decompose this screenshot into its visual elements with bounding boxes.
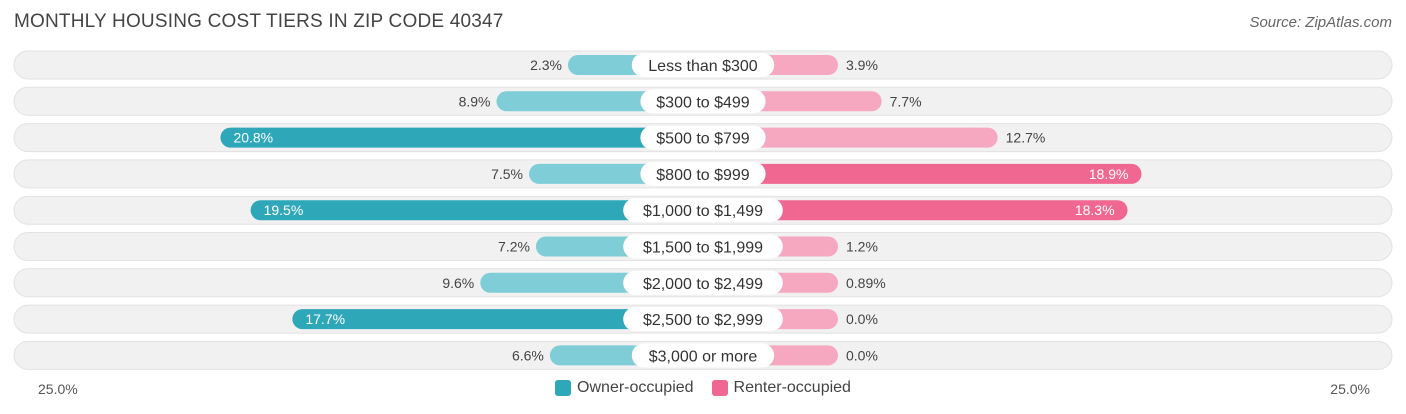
renter-value-label: 12.7% — [1006, 130, 1046, 146]
owner-bar — [250, 200, 703, 221]
renter-value-label: 18.9% — [1089, 166, 1129, 182]
category-pill — [640, 89, 766, 114]
owner-bar — [220, 127, 703, 148]
category-pill — [623, 307, 783, 332]
renter-value-label: 7.7% — [890, 93, 922, 109]
owner-value-label: 6.6% — [512, 347, 544, 363]
owner-value-label: 8.9% — [459, 93, 491, 109]
legend-swatch-owner — [555, 380, 572, 396]
category-pill — [623, 198, 783, 223]
legend-swatch-renter — [711, 380, 728, 396]
owner-value-label: 2.3% — [530, 57, 562, 73]
renter-value-label: 18.3% — [1075, 202, 1115, 218]
renter-value-label: 1.2% — [846, 239, 878, 255]
renter-value-label: 0.0% — [846, 311, 878, 327]
axis-right-label: 25.0% — [1330, 381, 1370, 397]
legend-item-owner[interactable]: Owner-occupied — [555, 379, 694, 397]
renter-value-label: 0.0% — [846, 347, 878, 363]
category-label: $300 to $499 — [656, 94, 750, 111]
renter-bar — [703, 163, 1142, 184]
renter-bar — [703, 127, 998, 148]
category-pill — [631, 53, 775, 77]
owner-value-label: 7.5% — [491, 166, 523, 182]
owner-value-label: 17.7% — [305, 311, 345, 327]
owner-value-label: 9.6% — [442, 275, 474, 291]
category-label: $2,000 to $2,499 — [643, 276, 763, 293]
category-label: $1,500 to $1,999 — [643, 240, 763, 257]
renter-value-label: 0.89% — [846, 275, 886, 291]
chart-title: MONTHLY HOUSING COST TIERS IN ZIP CODE 4… — [14, 11, 504, 32]
category-label: $3,000 or more — [649, 348, 758, 365]
legend-item-renter[interactable]: Renter-occupied — [711, 379, 851, 397]
category-label: $800 to $999 — [656, 167, 750, 184]
category-label: $2,500 to $2,999 — [643, 312, 763, 329]
owner-value-label: 7.2% — [498, 239, 530, 255]
category-pill — [623, 234, 783, 259]
owner-value-label: 20.8% — [233, 130, 273, 146]
chart-source: Source: ZipAtlas.com — [1249, 14, 1392, 31]
category-pill — [640, 125, 766, 150]
owner-value-label: 19.5% — [264, 202, 304, 218]
renter-bar — [703, 200, 1128, 221]
legend-label-owner: Owner-occupied — [577, 379, 694, 396]
category-pill — [623, 270, 783, 295]
category-pill — [640, 161, 766, 186]
axis-left-label: 25.0% — [38, 381, 78, 397]
category-pill — [631, 343, 775, 368]
category-label: $1,000 to $1,499 — [643, 203, 763, 220]
renter-value-label: 3.9% — [846, 57, 878, 73]
legend: Owner-occupied Renter-occupied — [0, 379, 1406, 397]
owner-bar — [292, 309, 703, 330]
category-label: Less than $300 — [648, 58, 758, 75]
category-label: $500 to $799 — [656, 131, 750, 148]
legend-label-renter: Renter-occupied — [733, 379, 851, 396]
